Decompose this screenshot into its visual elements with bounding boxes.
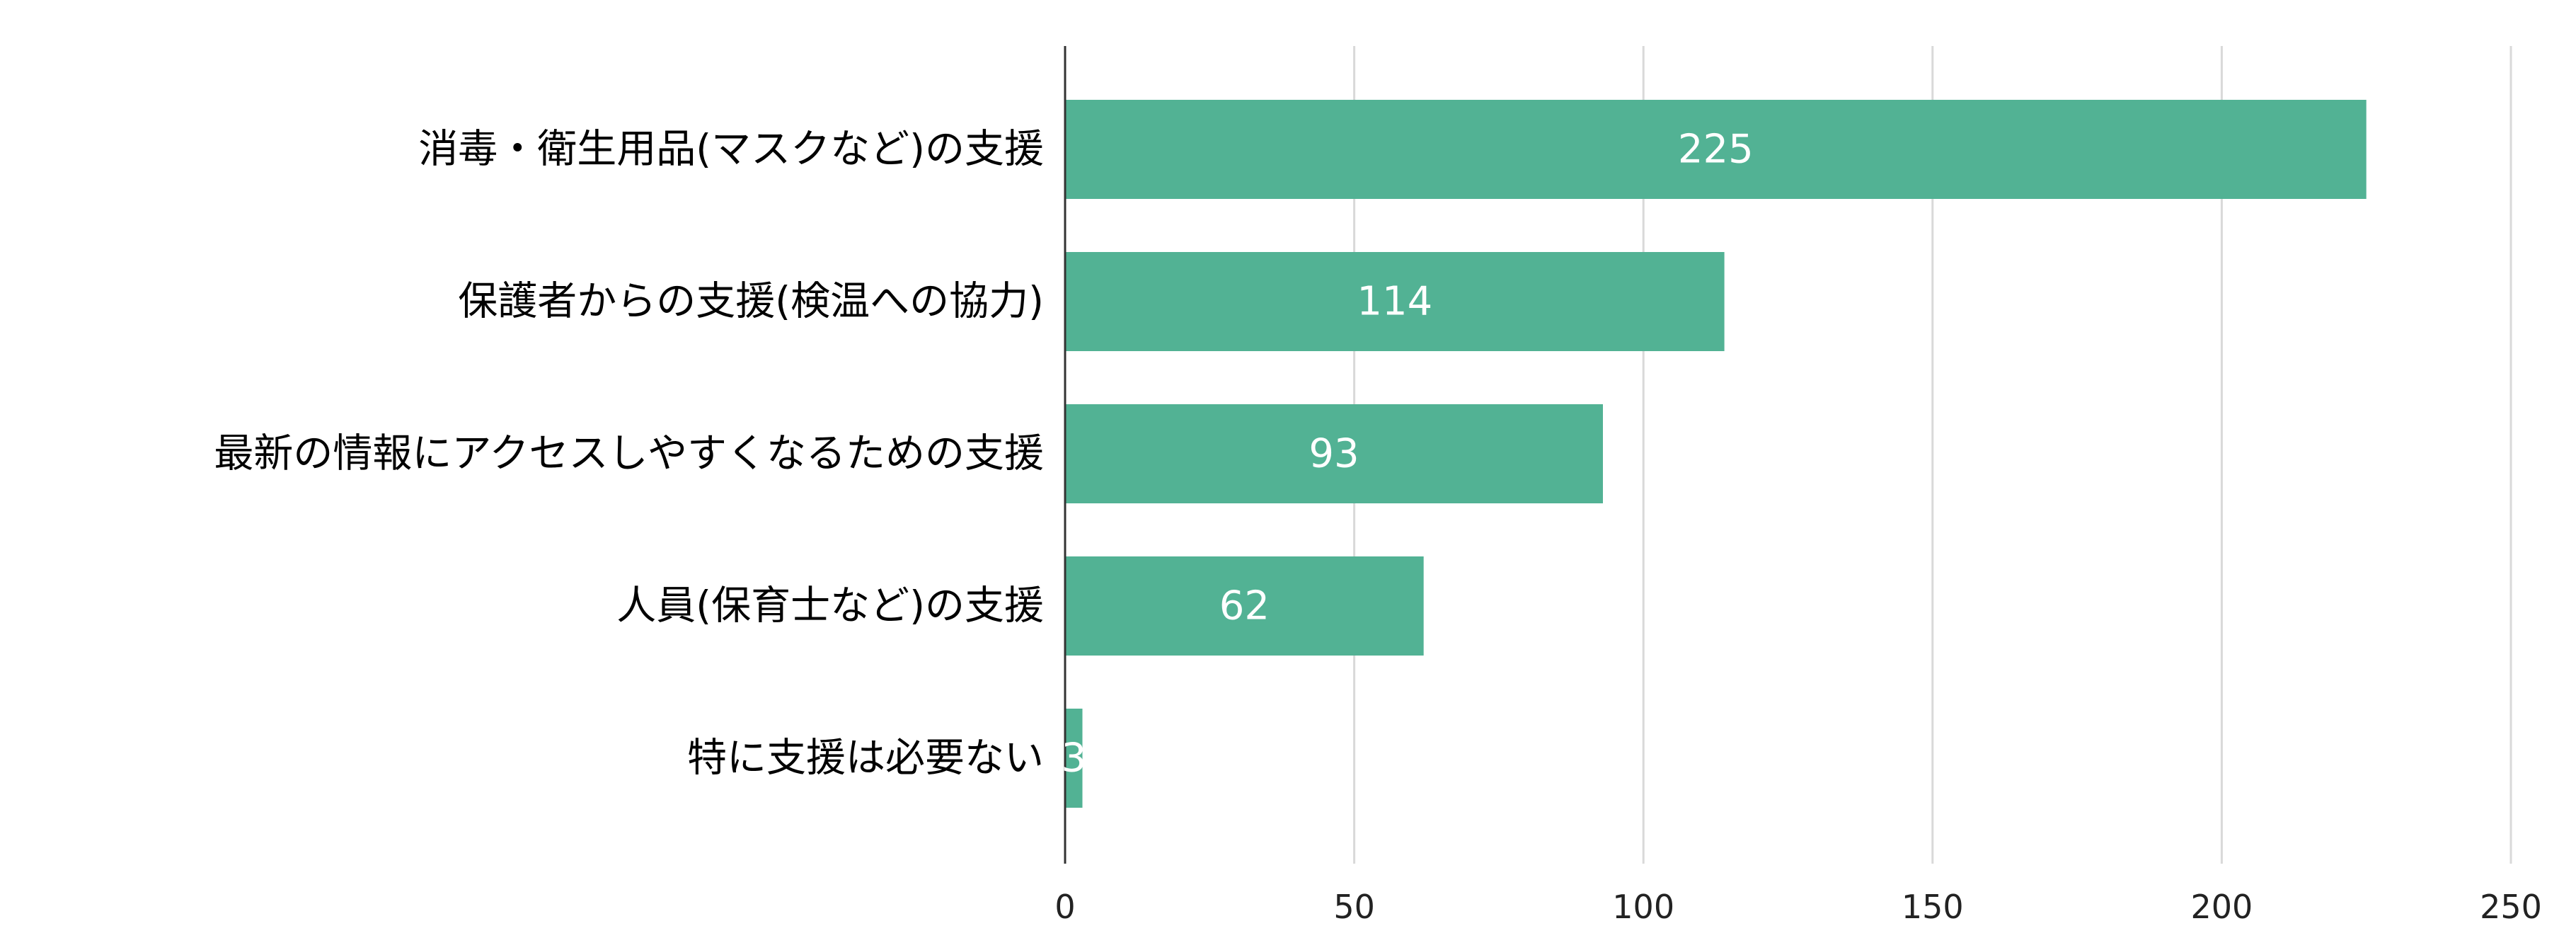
data-label-0: 225 xyxy=(1678,127,1754,173)
category-label-3: 人員(保育士など)の支援 xyxy=(616,583,1044,629)
x-tick-label-250: 250 xyxy=(2480,888,2542,926)
data-labels: 225 114 93 62 3 xyxy=(1061,127,1753,782)
category-label-2: 最新の情報にアクセスしやすくなるための支援 xyxy=(214,431,1044,477)
bars xyxy=(1065,100,2367,808)
data-label-3: 62 xyxy=(1219,583,1270,629)
x-tick-label-100: 100 xyxy=(1612,888,1674,926)
x-tick-label-150: 150 xyxy=(1902,888,1964,926)
bar-2 xyxy=(1065,404,1603,503)
x-tick-labels: 0 50 100 150 200 250 xyxy=(1054,888,2542,926)
data-label-2: 93 xyxy=(1309,431,1359,477)
data-label-1: 114 xyxy=(1357,279,1432,325)
category-label-1: 保護者からの支援(検温への協力) xyxy=(458,279,1044,325)
bar-3 xyxy=(1065,556,1424,656)
category-label-4: 特に支援は必要ない xyxy=(687,736,1044,782)
bar-0 xyxy=(1065,100,2367,199)
bar-4 xyxy=(1065,709,1083,808)
x-tick-label-200: 200 xyxy=(2190,888,2253,926)
x-tick-label-0: 0 xyxy=(1054,888,1075,926)
bar-1 xyxy=(1065,252,1725,351)
data-label-4: 3 xyxy=(1061,736,1086,782)
x-tick-label-50: 50 xyxy=(1333,888,1375,926)
category-label-0: 消毒・衛生用品(マスクなど)の支援 xyxy=(418,127,1044,173)
